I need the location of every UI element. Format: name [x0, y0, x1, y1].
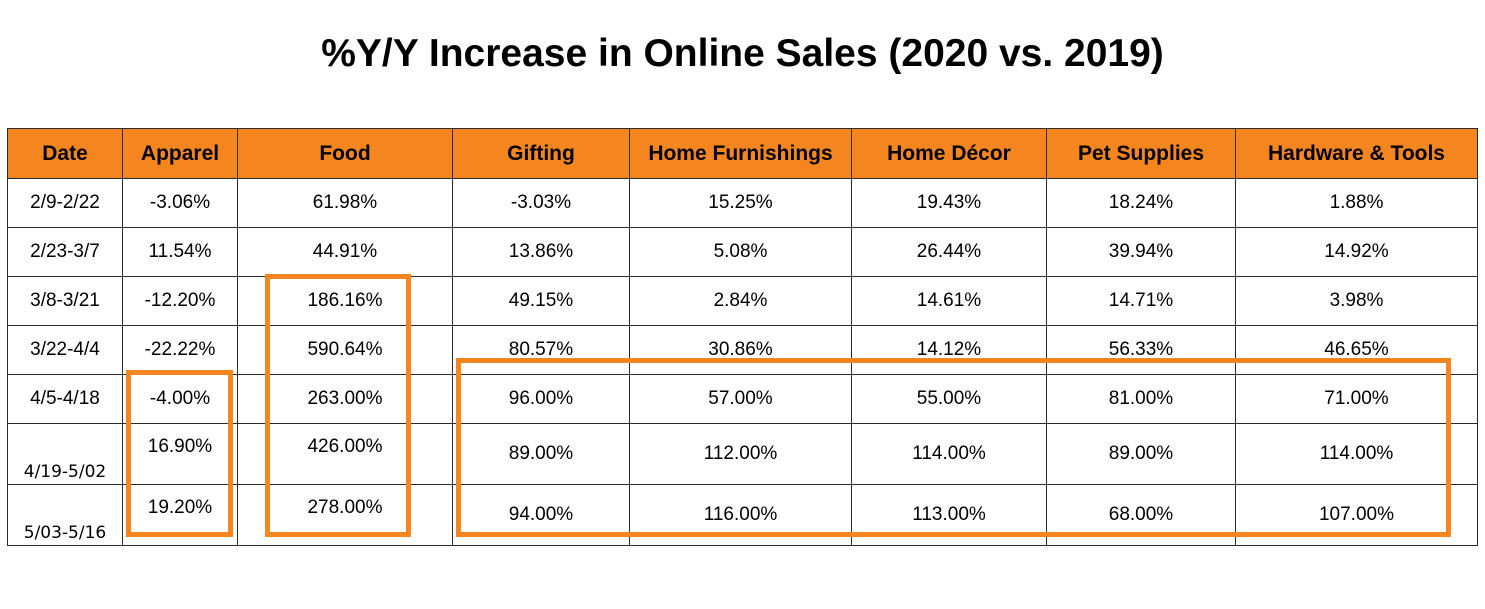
header-hardware-tools: Hardware & Tools	[1235, 128, 1478, 179]
header-home-decor: Home Décor	[851, 128, 1047, 179]
hardware-tools-cell: 107.00%	[1235, 484, 1478, 546]
food-cell: 278.00%	[237, 484, 453, 546]
pet-supplies-cell: 39.94%	[1046, 227, 1236, 277]
hardware-tools-cell: 3.98%	[1235, 276, 1478, 326]
hardware-tools-cell: 46.65%	[1235, 325, 1478, 375]
home-decor-cell: 55.00%	[851, 374, 1047, 424]
pet-supplies-cell: 89.00%	[1046, 423, 1236, 485]
gifting-cell: 80.57%	[452, 325, 630, 375]
food-cell: 426.00%	[237, 423, 453, 485]
food-cell: 61.98%	[237, 178, 453, 228]
header-pet-supplies: Pet Supplies	[1046, 128, 1236, 179]
header-gifting: Gifting	[452, 128, 630, 179]
header-food: Food	[237, 128, 453, 179]
date-cell: 2/9-2/22	[7, 178, 123, 228]
header-date: Date	[7, 128, 123, 179]
food-cell: 590.64%	[237, 325, 453, 375]
header-row: Date Apparel Food Gifting Home Furnishin…	[7, 128, 1478, 179]
header-home-furnishings: Home Furnishings	[629, 128, 852, 179]
table-row: 5/03-5/16 19.20% 278.00% 94.00% 116.00% …	[7, 484, 1478, 546]
apparel-cell: 11.54%	[122, 227, 238, 277]
apparel-cell: -22.22%	[122, 325, 238, 375]
pet-supplies-cell: 81.00%	[1046, 374, 1236, 424]
home-furnishings-cell: 57.00%	[629, 374, 852, 424]
gifting-cell: 49.15%	[452, 276, 630, 326]
home-decor-cell: 19.43%	[851, 178, 1047, 228]
apparel-cell: -3.06%	[122, 178, 238, 228]
apparel-cell: 16.90%	[122, 423, 238, 485]
home-furnishings-cell: 15.25%	[629, 178, 852, 228]
hardware-tools-cell: 71.00%	[1235, 374, 1478, 424]
gifting-cell: 96.00%	[452, 374, 630, 424]
gifting-cell: 13.86%	[452, 227, 630, 277]
food-cell: 186.16%	[237, 276, 453, 326]
home-decor-cell: 14.12%	[851, 325, 1047, 375]
table-row: 2/23-3/7 11.54% 44.91% 13.86% 5.08% 26.4…	[7, 227, 1478, 277]
hardware-tools-cell: 114.00%	[1235, 423, 1478, 485]
apparel-cell: 19.20%	[122, 484, 238, 546]
home-furnishings-cell: 116.00%	[629, 484, 852, 546]
home-furnishings-cell: 5.08%	[629, 227, 852, 277]
hardware-tools-cell: 14.92%	[1235, 227, 1478, 277]
table-row: 2/9-2/22 -3.06% 61.98% -3.03% 15.25% 19.…	[7, 178, 1478, 228]
home-decor-cell: 114.00%	[851, 423, 1047, 485]
food-cell: 44.91%	[237, 227, 453, 277]
table-row: 3/22-4/4 -22.22% 590.64% 80.57% 30.86% 1…	[7, 325, 1478, 375]
gifting-cell: 94.00%	[452, 484, 630, 546]
pet-supplies-cell: 68.00%	[1046, 484, 1236, 546]
date-cell: 3/22-4/4	[7, 325, 123, 375]
table-row: 3/8-3/21 -12.20% 186.16% 49.15% 2.84% 14…	[7, 276, 1478, 326]
date-cell: 5/03-5/16	[7, 484, 123, 546]
hardware-tools-cell: 1.88%	[1235, 178, 1478, 228]
home-furnishings-cell: 112.00%	[629, 423, 852, 485]
pet-supplies-cell: 14.71%	[1046, 276, 1236, 326]
table-row: 4/19-5/02 16.90% 426.00% 89.00% 112.00% …	[7, 423, 1478, 485]
home-decor-cell: 14.61%	[851, 276, 1047, 326]
gifting-cell: -3.03%	[452, 178, 630, 228]
table-row: 4/5-4/18 -4.00% 263.00% 96.00% 57.00% 55…	[7, 374, 1478, 424]
home-decor-cell: 26.44%	[851, 227, 1047, 277]
home-decor-cell: 113.00%	[851, 484, 1047, 546]
page-title: %Y/Y Increase in Online Sales (2020 vs. …	[321, 32, 1164, 75]
home-furnishings-cell: 2.84%	[629, 276, 852, 326]
gifting-cell: 89.00%	[452, 423, 630, 485]
date-cell: 4/5-4/18	[7, 374, 123, 424]
home-furnishings-cell: 30.86%	[629, 325, 852, 375]
apparel-cell: -12.20%	[122, 276, 238, 326]
pet-supplies-cell: 56.33%	[1046, 325, 1236, 375]
apparel-cell: -4.00%	[122, 374, 238, 424]
pet-supplies-cell: 18.24%	[1046, 178, 1236, 228]
food-cell: 263.00%	[237, 374, 453, 424]
date-cell: 4/19-5/02	[7, 423, 123, 485]
date-cell: 3/8-3/21	[7, 276, 123, 326]
sales-table: Date Apparel Food Gifting Home Furnishin…	[7, 128, 1478, 546]
header-apparel: Apparel	[122, 128, 238, 179]
date-cell: 2/23-3/7	[7, 227, 123, 277]
